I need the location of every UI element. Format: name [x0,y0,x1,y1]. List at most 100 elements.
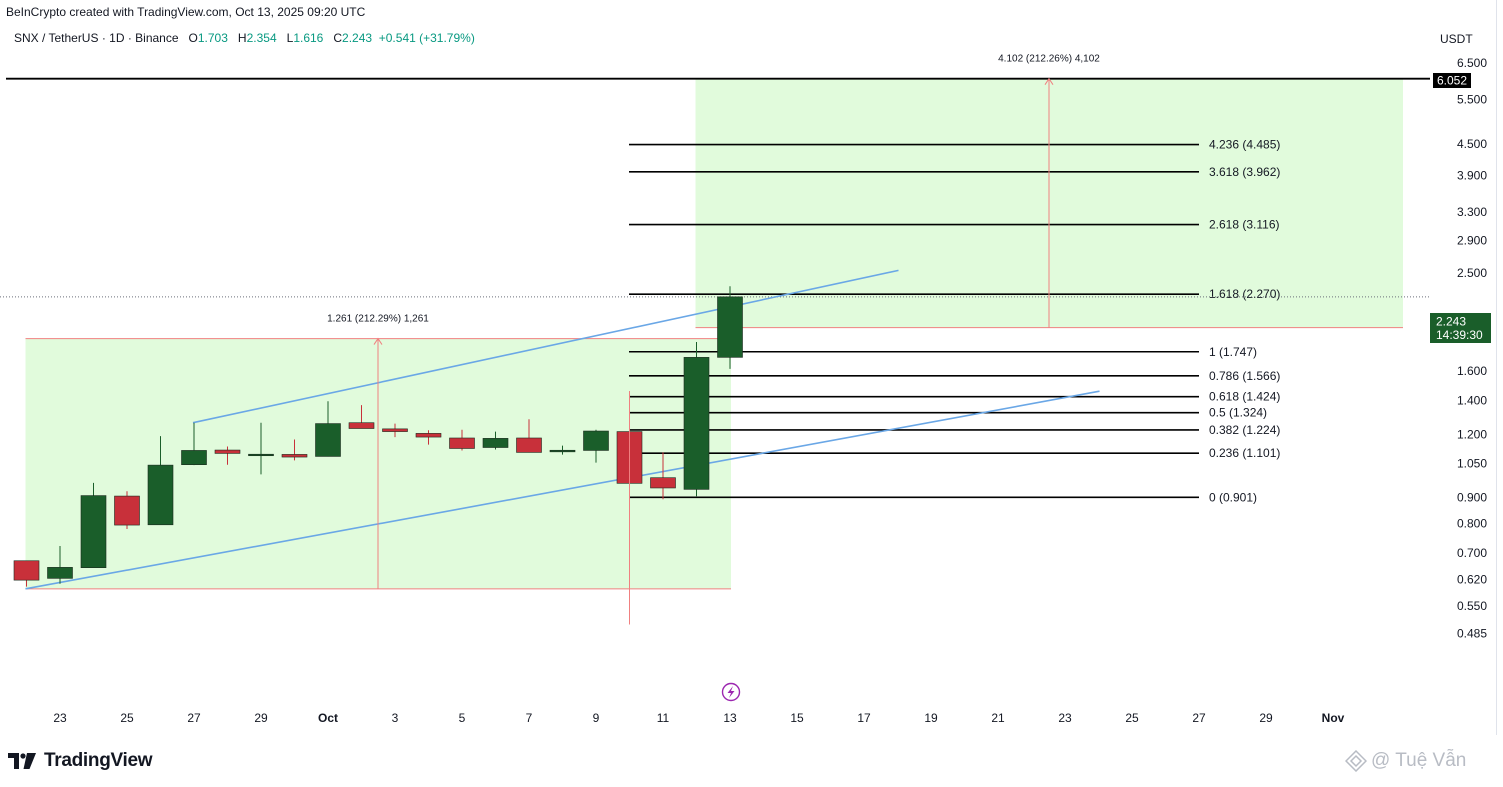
price-unit-label[interactable]: USDT [1440,32,1473,46]
fib-label: 1 (1.747) [1209,345,1257,359]
measure-arrowhead [373,337,383,345]
price-tick-label: 6.500 [1457,56,1487,70]
candle-body [449,437,475,449]
close-value: 2.243 [342,31,373,45]
candle [248,422,274,475]
low-label: L [286,31,294,45]
open-label: O [188,31,198,45]
time-tick-label: 3 [392,711,399,725]
price-tick-label: 0.620 [1457,572,1487,586]
tradingview-logo-icon [8,753,36,769]
candle-body [147,464,174,526]
fib-label: 0.786 (1.566) [1209,369,1280,383]
candle [80,482,107,568]
fib-label: 3.618 (3.962) [1209,165,1280,179]
candle-body [248,453,274,457]
price-tick-label: 1.050 [1457,457,1487,471]
open-value: 1.703 [197,31,228,45]
current-price-text: 2.243 [1436,315,1466,329]
candle-body [281,454,308,458]
time-tick-label: 27 [187,711,201,725]
candle [683,342,710,497]
candle [13,560,40,587]
candle [47,545,73,584]
price-tick-label: 3.300 [1457,205,1487,219]
candle [449,429,475,451]
countdown-text: 14:39:30 [1436,328,1483,342]
time-tick-label: Oct [318,711,338,725]
price-tick-label: 0.700 [1457,546,1487,560]
brand-name: TradingView [44,750,153,771]
candle-body [415,433,442,438]
time-tick-label: 19 [924,711,938,725]
fibonacci-levels: 0 (0.901) 0.236 (1.101) 0.382 (1.224) 0.5 (… [629,138,1280,504]
candle-body [549,449,576,453]
low-value: 1.616 [293,31,324,45]
measure-zones [25,78,1403,590]
candle-body [114,495,140,526]
price-tag-6052: 6.052 [1433,73,1471,88]
price-tick-label: 5.500 [1457,93,1487,107]
price-tick-label: 2.900 [1457,233,1487,247]
tradingview-brand[interactable]: TradingView [8,750,153,772]
time-tick-label: 5 [459,711,466,725]
candle [717,286,743,369]
attribution-text: BeInCrypto created with TradingView.com,… [6,5,366,19]
candle-body [482,438,509,448]
candle-body [348,422,375,429]
price-axis: 6.5005.5004.5003.9003.3002.9002.5001.900… [1457,56,1487,640]
candle-body [214,449,241,454]
price-tick-label: 0.900 [1457,491,1487,505]
fib-label: 0.236 (1.101) [1209,446,1280,460]
candle-body [13,560,40,581]
diamond-icon [1345,750,1367,772]
time-tick-label: 29 [254,711,268,725]
fib-label: 0.618 (1.424) [1209,390,1280,404]
symbol-name[interactable]: SNX / TetherUS · 1D · Binance [14,31,179,45]
high-label: H [237,31,247,45]
fib-label: 0.5 (1.324) [1209,406,1267,420]
candle [114,491,140,529]
candle [181,422,207,466]
time-tick-label: 17 [857,711,871,725]
time-tick-label: Nov [1322,711,1345,725]
time-tick-label: 15 [790,711,804,725]
price-tick-label: 1.200 [1457,427,1487,441]
candle-body [516,437,542,453]
close-label: C [333,31,343,45]
channel-lines [25,269,1100,590]
price-tick-label: 0.550 [1457,599,1487,613]
candle-body [181,450,207,465]
candle-body [583,430,609,451]
watermark-text: @ Tuệ Vẫn [1371,750,1467,771]
measure-label: 4.102 (212.26%) 4,102 [998,54,1100,65]
price-chart[interactable]: 0 (0.901) 0.236 (1.101) 0.382 (1.224) 0.5 (… [0,0,1503,735]
lightning-icon [727,686,735,698]
change-value: +0.541 (+31.79%) [378,31,475,45]
horizontal-line-group [0,77,1430,298]
candle-body [683,357,710,490]
candle-body [650,477,676,489]
current-price-tag: 2.243 14:39:30 [1430,313,1491,343]
time-tick-label: 25 [120,711,134,725]
candles [13,286,743,625]
time-tick-label: 11 [657,711,670,725]
symbol-info-bar: SNX / TetherUS · 1D · Binance O1.703 H 2.… [14,31,475,45]
candle-body [382,428,408,432]
event-marker[interactable] [721,682,741,702]
measure-label: 1.261 (212.29%) 1,261 [327,314,429,325]
candle [281,439,308,461]
time-tick-label: 23 [53,711,67,725]
watermark: @ Tuệ Vẫn [1345,750,1466,772]
time-tick-label: 27 [1192,711,1206,725]
time-axis: 23 25 27 29 Oct 3 5 7 9 11 13 15 17 19 21 23 25 27 29 Nov [53,711,1344,725]
candle [482,431,509,450]
candle [348,405,375,429]
price-tick-label: 2.500 [1457,266,1487,280]
candle [214,446,241,465]
time-tick-label: 23 [1058,711,1072,725]
chart-pane[interactable] [0,0,1497,735]
candle [415,430,442,445]
candle [315,401,341,457]
channel-line [25,390,1100,590]
